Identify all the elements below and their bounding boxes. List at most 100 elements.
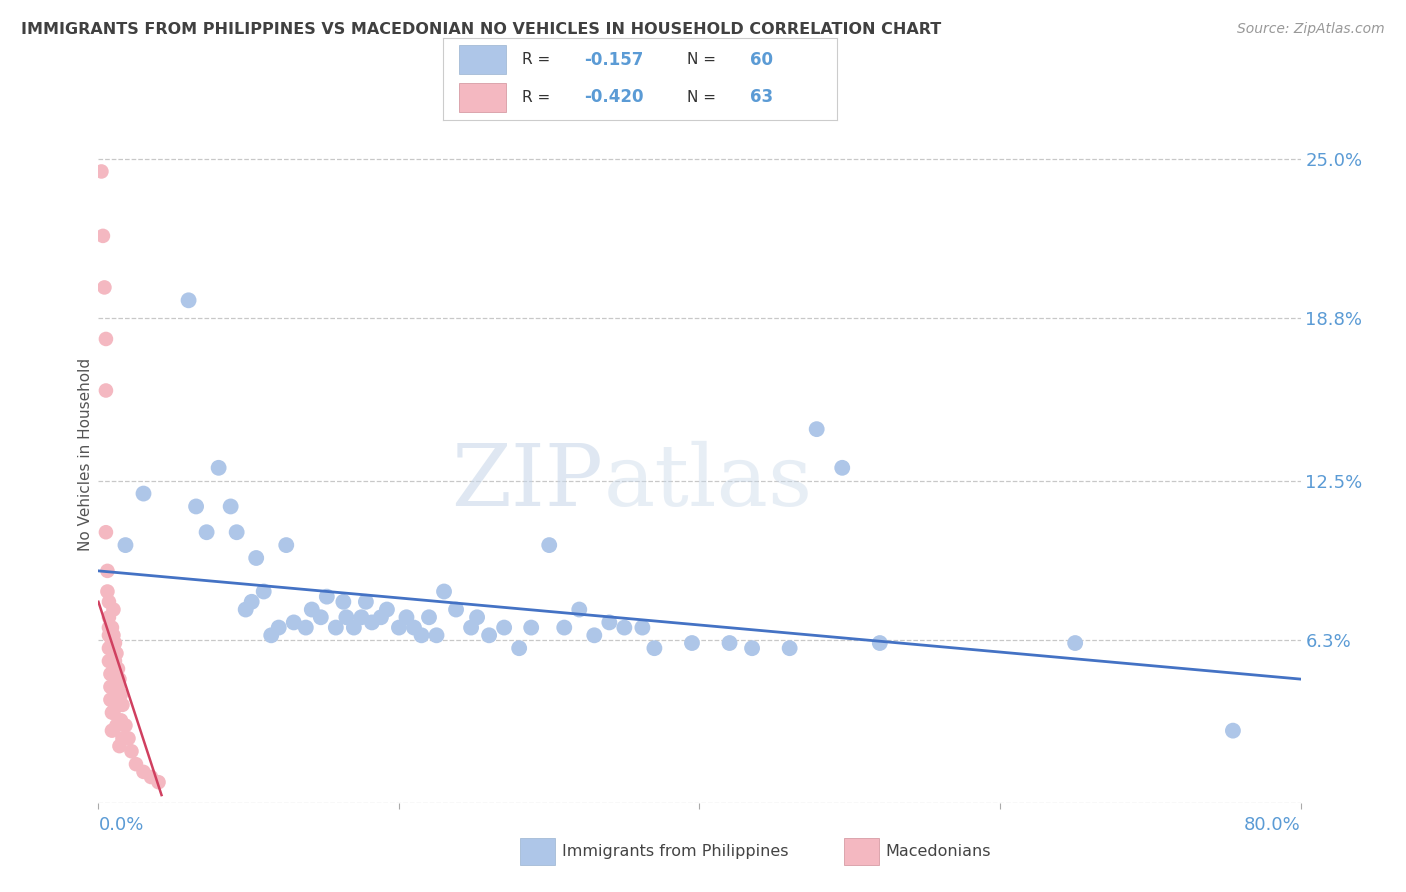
Point <box>105 662 128 676</box>
Point <box>101 667 124 681</box>
Point <box>103 654 125 668</box>
Point <box>195 525 218 540</box>
Point <box>332 595 354 609</box>
Point <box>260 628 283 642</box>
Text: 63: 63 <box>749 88 773 106</box>
Point <box>105 698 128 712</box>
Point <box>1222 723 1244 738</box>
Point <box>125 757 148 772</box>
Point <box>283 615 305 630</box>
Text: R =: R = <box>522 90 555 105</box>
Point <box>538 538 561 552</box>
Point <box>117 731 139 746</box>
Text: 60: 60 <box>749 51 773 69</box>
Point <box>253 584 276 599</box>
Point <box>108 698 131 712</box>
Point <box>831 460 853 475</box>
Point <box>433 584 456 599</box>
Point <box>103 667 125 681</box>
Point <box>411 628 433 642</box>
Point <box>104 698 127 712</box>
Point <box>315 590 337 604</box>
Point <box>114 538 136 552</box>
Point <box>465 610 488 624</box>
Point <box>478 628 501 642</box>
Point <box>267 621 290 635</box>
Text: N =: N = <box>688 90 721 105</box>
Point <box>91 228 114 243</box>
Bar <box>458 45 506 74</box>
Point <box>375 602 398 616</box>
Text: Source: ZipAtlas.com: Source: ZipAtlas.com <box>1237 22 1385 37</box>
Text: Macedonians: Macedonians <box>886 845 991 859</box>
Point <box>132 764 155 779</box>
Point <box>100 680 122 694</box>
Text: atlas: atlas <box>603 442 813 524</box>
Text: R =: R = <box>522 53 555 67</box>
Point <box>103 602 125 616</box>
Text: -0.420: -0.420 <box>585 88 644 106</box>
Text: N =: N = <box>688 53 721 67</box>
Point <box>94 525 117 540</box>
Point <box>100 667 122 681</box>
Point <box>598 615 620 630</box>
Point <box>90 164 112 178</box>
Point <box>97 654 120 668</box>
Point <box>294 621 316 635</box>
Point <box>276 538 298 552</box>
Point <box>114 718 136 732</box>
Point <box>97 641 120 656</box>
Point <box>101 692 124 706</box>
Point <box>103 628 125 642</box>
Point <box>718 636 741 650</box>
Bar <box>458 83 506 112</box>
Point <box>520 621 543 635</box>
Point <box>395 610 418 624</box>
Point <box>111 731 134 746</box>
Point <box>681 636 703 650</box>
Text: -0.157: -0.157 <box>585 51 644 69</box>
Point <box>107 662 129 676</box>
Point <box>110 714 132 728</box>
Point <box>354 595 377 609</box>
Point <box>388 621 411 635</box>
Point <box>103 706 125 720</box>
Point <box>101 680 124 694</box>
Point <box>104 680 127 694</box>
Point <box>361 615 384 630</box>
Point <box>132 486 155 500</box>
Point <box>101 621 124 635</box>
Point <box>325 621 347 635</box>
Point <box>96 564 118 578</box>
Point <box>350 610 373 624</box>
Point <box>184 500 207 514</box>
Point <box>444 602 467 616</box>
Point <box>219 500 242 514</box>
Point <box>100 692 122 706</box>
Point <box>105 718 128 732</box>
Point <box>460 621 482 635</box>
Text: Immigrants from Philippines: Immigrants from Philippines <box>562 845 789 859</box>
Point <box>121 744 143 758</box>
Point <box>148 775 170 789</box>
Point <box>97 595 120 609</box>
Point <box>96 584 118 599</box>
Point <box>94 384 117 398</box>
Point <box>779 641 801 656</box>
Point <box>97 628 120 642</box>
Text: 80.0%: 80.0% <box>1244 816 1301 834</box>
Point <box>100 628 122 642</box>
Point <box>111 698 134 712</box>
Text: ZIP: ZIP <box>451 442 603 524</box>
Point <box>235 602 257 616</box>
Point <box>301 602 323 616</box>
Y-axis label: No Vehicles in Household: No Vehicles in Household <box>77 359 93 551</box>
Point <box>806 422 828 436</box>
Point <box>343 621 366 635</box>
Point <box>104 667 127 681</box>
Text: 0.0%: 0.0% <box>98 816 143 834</box>
Point <box>177 293 200 308</box>
Point <box>208 460 231 475</box>
Point <box>402 621 425 635</box>
Point <box>105 646 128 660</box>
